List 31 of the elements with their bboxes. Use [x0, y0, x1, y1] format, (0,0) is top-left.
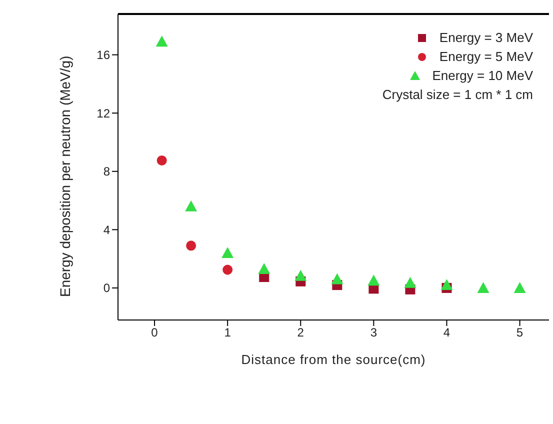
- point: [186, 240, 196, 251]
- y-tick-label: 0: [103, 281, 110, 296]
- y-tick-label: 8: [103, 164, 110, 179]
- legend-label: Energy = 5 MeV: [439, 48, 533, 66]
- point: [294, 270, 307, 281]
- point: [404, 276, 416, 288]
- point: [222, 246, 234, 258]
- annotation: Crystal size = 1 cm * 1 cm: [382, 86, 533, 104]
- point: [185, 200, 198, 212]
- point: [514, 282, 526, 293]
- x-tick-label: 5: [516, 326, 524, 340]
- y-tick-label: 4: [103, 222, 110, 237]
- point: [258, 263, 270, 274]
- legend-label: Energy = 10 MeV: [432, 67, 533, 85]
- y-axis-title: Energy deposition per neutron (MeV/g): [56, 56, 73, 297]
- x-tick-label: 3: [370, 326, 378, 340]
- point: [368, 274, 380, 286]
- point: [156, 36, 168, 47]
- point: [440, 279, 453, 290]
- point: [477, 282, 490, 293]
- x-tick-label: 2: [297, 326, 304, 340]
- point: [222, 264, 233, 275]
- legend-label: Energy = 3 MeV: [439, 29, 533, 47]
- x-axis-title: Distance from the source(cm): [241, 352, 426, 367]
- point: [331, 273, 344, 284]
- x-tick-label: 0: [151, 326, 158, 340]
- y-tick-label: 16: [96, 48, 110, 62]
- y-tick-label: 12: [96, 106, 110, 120]
- x-tick-label: 4: [443, 326, 450, 340]
- x-tick-label: 1: [224, 326, 232, 340]
- point: [156, 155, 167, 166]
